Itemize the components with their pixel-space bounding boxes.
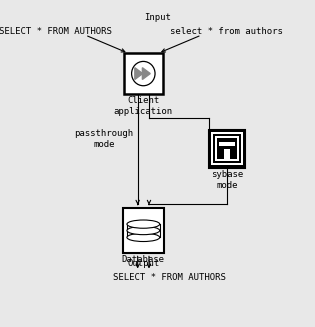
Ellipse shape	[127, 220, 160, 228]
Polygon shape	[142, 68, 150, 79]
Text: SELECT * FROM AUTHORS: SELECT * FROM AUTHORS	[113, 273, 226, 282]
Text: Output: Output	[127, 259, 159, 268]
Ellipse shape	[127, 226, 160, 235]
Text: SELECT * FROM AUTHORS: SELECT * FROM AUTHORS	[0, 26, 112, 36]
Bar	[209, 130, 245, 168]
Bar	[224, 149, 230, 160]
Text: select * from authors: select * from authors	[170, 26, 283, 36]
Bar	[213, 134, 241, 163]
Bar	[217, 138, 237, 159]
Ellipse shape	[127, 233, 160, 242]
Circle shape	[132, 61, 155, 86]
Bar	[124, 53, 163, 94]
Bar	[219, 142, 235, 146]
Text: Client
application: Client application	[114, 96, 173, 116]
Text: sybase
mode: sybase mode	[211, 170, 243, 190]
Bar	[123, 208, 164, 253]
Text: Input: Input	[144, 13, 171, 23]
Bar	[211, 132, 243, 165]
Bar	[215, 136, 239, 161]
Polygon shape	[135, 68, 143, 79]
Text: Database: Database	[122, 255, 165, 265]
Text: passthrough
mode: passthrough mode	[74, 129, 134, 149]
